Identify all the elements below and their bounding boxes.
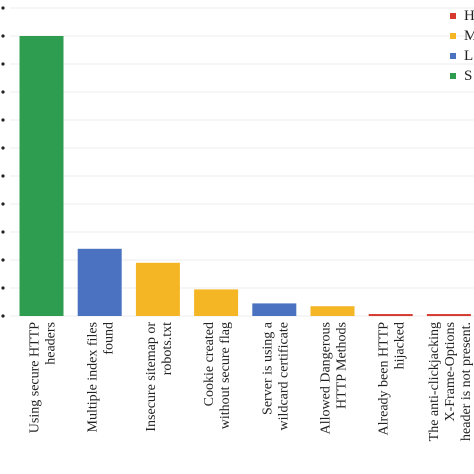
legend-label: L	[464, 48, 474, 64]
bar	[310, 306, 355, 316]
x-tick-label: Using secure HTTPheaders	[28, 322, 59, 433]
bar	[194, 289, 239, 316]
x-tick-label-line: Server is using a	[260, 321, 275, 415]
y-tick	[1, 286, 5, 290]
bar	[368, 314, 413, 317]
y-tick	[1, 174, 5, 178]
x-tick-label-line: Using secure HTTP	[28, 322, 43, 433]
y-tick	[1, 314, 5, 318]
x-tick-label-line: The anti-clickjacking	[427, 322, 442, 441]
x-tick-label: Cookie createdwithout secure flag	[202, 322, 233, 429]
x-axis-labels: Using secure HTTPheaders Multiple index f…	[28, 321, 474, 441]
legend-swatch	[450, 13, 456, 19]
x-tick-label-line: Allowed Dangerous	[319, 322, 334, 434]
legend-swatch	[450, 33, 456, 39]
bars	[19, 36, 471, 317]
legend-swatch	[450, 53, 456, 59]
legend-label: M	[464, 28, 474, 44]
x-tick-label-line: found	[102, 322, 117, 355]
x-tick-label: The anti-clickjackingX-Frame-Optionshead…	[427, 322, 474, 441]
x-tick-label-line: without secure flag	[218, 322, 233, 429]
y-tick	[1, 258, 5, 262]
bar	[19, 36, 64, 316]
y-tick	[1, 90, 5, 94]
y-axis-ticks	[1, 6, 5, 318]
x-tick-label-line: Multiple index files	[86, 322, 101, 432]
x-tick-label-line: HTTP Methods	[335, 322, 350, 409]
x-tick-label-line: Cookie created	[202, 322, 217, 406]
y-tick	[1, 118, 5, 122]
y-tick	[1, 6, 5, 10]
x-tick-label-line: headers	[44, 322, 59, 365]
bar	[135, 262, 180, 316]
y-tick	[1, 230, 5, 234]
x-tick-label-line: hijacked	[393, 322, 408, 369]
x-tick-label-line: Insecure sitemap or	[144, 322, 159, 432]
y-tick	[1, 202, 5, 206]
y-tick	[1, 146, 5, 150]
x-tick-label-line: header is not present.	[459, 322, 474, 441]
legend-label: S	[464, 68, 473, 84]
x-tick-label: Allowed DangerousHTTP Methods	[319, 322, 350, 434]
x-tick-label: Insecure sitemap orrobots.txt	[144, 322, 175, 432]
bar	[77, 248, 122, 316]
x-tick-label-line: robots.txt	[160, 322, 175, 375]
bar	[426, 314, 471, 317]
x-tick-label-line: wildcard certificate	[276, 322, 291, 430]
x-tick-label: Server is using awildcard certificate	[260, 321, 291, 430]
legend-swatch	[450, 73, 456, 79]
y-tick	[1, 34, 5, 38]
bar	[252, 303, 297, 316]
y-tick	[1, 62, 5, 66]
x-tick-label-line: X-Frame-Options	[443, 322, 458, 422]
legend-label: H	[464, 8, 474, 24]
x-tick-label-line: Already been HTTP	[377, 322, 392, 436]
x-tick-label: Multiple index filesfound	[86, 322, 117, 432]
x-tick-label: Already been HTTPhijacked	[377, 322, 408, 436]
